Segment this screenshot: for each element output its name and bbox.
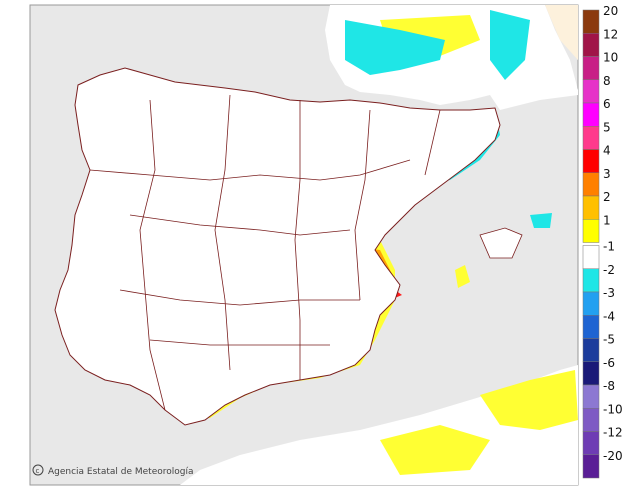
legend-label: 1 bbox=[603, 213, 611, 227]
legend-swatch bbox=[582, 195, 600, 220]
legend-swatch bbox=[582, 172, 600, 197]
region-borders bbox=[89, 94, 441, 411]
legend-label: 6 bbox=[603, 97, 611, 111]
legend-label: 8 bbox=[603, 74, 611, 88]
anomaly-zone-africa-2 bbox=[380, 425, 490, 475]
legend-label: 5 bbox=[603, 120, 611, 134]
anomaly-zone-ibiza bbox=[455, 265, 470, 288]
legend-swatch bbox=[582, 102, 600, 127]
color-legend: 20 12 10 8 6 5 4 3 2 1 -1 -2 -3 -4 -5 -6 -8 -10 -12 -20 bbox=[582, 4, 623, 479]
anomaly-zone-africa-1 bbox=[480, 370, 578, 430]
legend-label: -2 bbox=[603, 263, 615, 277]
credit-block: c Agencia Estatal de Meteorología aemet bbox=[32, 459, 557, 478]
mallorca-island bbox=[479, 227, 523, 259]
legend-label: 3 bbox=[603, 167, 611, 181]
cold-zone-6 bbox=[530, 213, 552, 228]
legend-swatch bbox=[582, 408, 600, 432]
legend-swatch bbox=[582, 245, 600, 269]
legend-swatch bbox=[582, 56, 600, 80]
legend-swatch bbox=[582, 361, 600, 386]
credit-text: Agencia Estatal de Meteorología bbox=[48, 467, 194, 477]
legend-label: -3 bbox=[603, 286, 615, 300]
aemet-watermark: aemet bbox=[500, 459, 557, 478]
legend-label: 4 bbox=[603, 144, 611, 158]
legend-swatch bbox=[582, 454, 600, 479]
svg-text:c: c bbox=[36, 467, 40, 475]
cold-zone-3 bbox=[345, 20, 445, 75]
legend-swatch bbox=[582, 33, 600, 57]
legend-label: -12 bbox=[603, 426, 623, 440]
legend-label: -1 bbox=[603, 240, 615, 254]
legend-label: -4 bbox=[603, 309, 615, 323]
italy-land bbox=[545, 5, 578, 60]
cold-zone-4 bbox=[490, 10, 530, 80]
legend-swatch bbox=[582, 384, 600, 409]
legend-swatch bbox=[582, 9, 600, 34]
legend-swatch bbox=[582, 79, 600, 104]
legend-label: -6 bbox=[603, 356, 615, 370]
legend-label: -10 bbox=[603, 402, 623, 416]
copyright-icon bbox=[32, 464, 44, 476]
legend-swatch bbox=[582, 149, 600, 173]
legend-swatch bbox=[582, 219, 600, 243]
legend-swatch bbox=[582, 268, 600, 293]
legend-swatch bbox=[582, 431, 600, 455]
legend-label: -5 bbox=[603, 333, 615, 347]
legend-label: 20 bbox=[603, 4, 618, 18]
legend-swatch bbox=[582, 291, 600, 316]
legend-label: -8 bbox=[603, 379, 615, 393]
legend-swatch bbox=[582, 315, 600, 339]
legend-label: 10 bbox=[603, 51, 618, 65]
legend-label: 2 bbox=[603, 190, 611, 204]
legend-label: 12 bbox=[603, 27, 618, 41]
legend-swatch bbox=[582, 338, 600, 362]
legend-swatch bbox=[582, 126, 600, 150]
legend-label: -20 bbox=[603, 449, 623, 463]
